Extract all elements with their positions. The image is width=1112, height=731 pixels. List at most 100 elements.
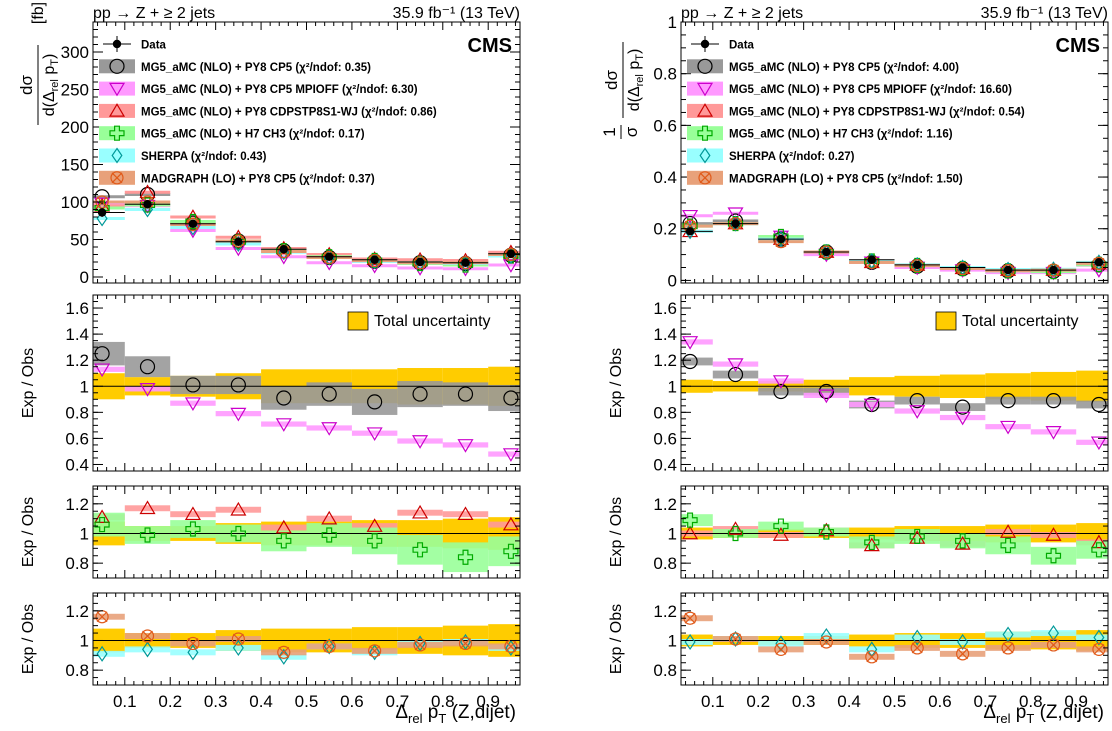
left-ratio-panel-2: 0.8 1 1.2 Exp / Obs — [20, 485, 521, 579]
ratio-point — [230, 501, 247, 516]
ratio-point — [684, 633, 696, 651]
ratio-point — [957, 633, 969, 651]
ratio-point — [457, 549, 474, 565]
ratio-content — [93, 500, 520, 573]
mc-ratio-band — [306, 382, 352, 406]
cms-label: CMS — [1056, 35, 1100, 57]
ratio-point — [820, 627, 832, 645]
y-tick-label: 1.2 — [65, 351, 89, 370]
mc-ratio-band — [124, 386, 171, 392]
x-tick-label: 0.4 — [837, 692, 861, 711]
ratio-point — [366, 427, 383, 442]
x-axis-title: Δrel pT (Z,dijet) — [395, 702, 516, 726]
mc-ratio-band — [894, 529, 940, 544]
ratio-point — [956, 647, 970, 661]
mc-ratio-band — [849, 401, 895, 408]
ratio-point — [1047, 625, 1060, 642]
mc-ratio-band — [170, 511, 216, 518]
legend-swatch — [687, 59, 723, 74]
ratio-point — [139, 500, 156, 515]
x-tick-label: 0.9 — [476, 692, 500, 711]
mc-ratio-band — [306, 425, 352, 431]
mc-ratio-band — [985, 424, 1031, 430]
y-tick-label: 50 — [70, 231, 89, 250]
process-label: pp → Z + ≥ 2 jets — [681, 5, 803, 22]
legend-swatch — [687, 81, 723, 96]
y-tick-label: 150 — [61, 156, 89, 175]
x-tick-label: 0.7 — [386, 692, 410, 711]
ratio-point — [909, 405, 926, 419]
ratio-point — [727, 366, 744, 383]
mc-ratio-band — [712, 361, 759, 367]
ratio-point — [230, 377, 246, 393]
data-point — [143, 200, 152, 209]
mc-ratio-band — [261, 421, 307, 427]
lumi-label: 35.9 fb⁻¹ (13 TeV) — [393, 5, 520, 22]
ratio-point — [367, 533, 383, 549]
mc-ratio-band — [1076, 646, 1108, 653]
mc-ratio-band — [351, 388, 398, 415]
ratio-point — [458, 636, 473, 651]
data-point — [1049, 265, 1058, 275]
legend-entry: MADGRAPH (LO) + PY8 CP5 (χ²/ndof: 0.37) — [141, 173, 375, 185]
legend-entry: MG5_aMC (NLO) + H7 CH3 (χ²/ndof: 0.17) — [141, 129, 365, 141]
ratio-point — [505, 639, 517, 656]
ratio-point — [727, 521, 744, 535]
legend-marker — [697, 125, 713, 141]
mc-ratio-band — [803, 527, 850, 537]
y-title-unit: [fb] — [30, 2, 47, 24]
ratio-point — [911, 629, 923, 646]
ratio-point — [139, 527, 156, 543]
data-point — [370, 255, 379, 264]
ratio-point — [321, 422, 338, 436]
x-tick-label: 0.9 — [1064, 692, 1088, 711]
y-tick-label: 0.8 — [653, 554, 677, 573]
uncertainty-legend-label: Total uncertainty — [374, 313, 491, 330]
ratio-point — [230, 525, 246, 542]
ratio-point — [278, 648, 290, 665]
y-tick-label: 1 — [668, 524, 677, 543]
mc-ratio-band — [397, 509, 443, 516]
y-tick-label: 0.8 — [65, 554, 89, 573]
y-tick-label: 1.2 — [653, 351, 677, 370]
ratio-point — [412, 542, 428, 558]
legend-swatch — [99, 59, 135, 74]
mc-ratio-band — [215, 411, 262, 417]
data-point — [415, 257, 425, 267]
ratio-point — [321, 527, 337, 543]
mc-ratio-band — [215, 644, 262, 651]
legend-entry: MG5_aMC (NLO) + PY8 CP5 MPIOFF (χ²/ndof:… — [141, 84, 418, 96]
ratio-point — [909, 528, 925, 545]
ratio-point — [504, 639, 518, 654]
ratio-point — [1001, 641, 1015, 655]
mc-ratio-band — [124, 526, 171, 544]
y-tick-label: 0.8 — [65, 661, 89, 680]
x-tick-label: 0.8 — [1019, 692, 1043, 711]
ratio-point — [728, 632, 743, 646]
legend-marker — [108, 103, 126, 117]
ratio-point — [773, 383, 789, 400]
y-tick-label: 1.4 — [65, 325, 89, 344]
ratio-content — [681, 611, 1108, 664]
mc-ratio-band — [124, 356, 171, 378]
y-tick-label: 0.4 — [653, 455, 677, 474]
y-tick-label: 0.8 — [65, 403, 89, 422]
ratio-point — [1000, 524, 1017, 538]
mc-ratio-band — [803, 392, 850, 398]
ratio-point — [139, 383, 156, 397]
ratio-y-title: Exp / Obs — [20, 497, 37, 567]
ratio-point — [502, 448, 519, 462]
data-point — [913, 260, 922, 270]
x-tick-label: 0.5 — [295, 692, 319, 711]
legend-swatch — [99, 148, 135, 163]
ratio-point — [457, 506, 474, 521]
data-point — [822, 247, 831, 257]
ratio-point — [367, 394, 383, 410]
ratio-point — [457, 386, 474, 402]
ratio-content — [681, 336, 1108, 451]
mc-ratio-band — [1076, 634, 1108, 641]
ratio-point — [1045, 527, 1062, 541]
ratio-point — [954, 411, 971, 426]
data-point — [461, 258, 470, 267]
